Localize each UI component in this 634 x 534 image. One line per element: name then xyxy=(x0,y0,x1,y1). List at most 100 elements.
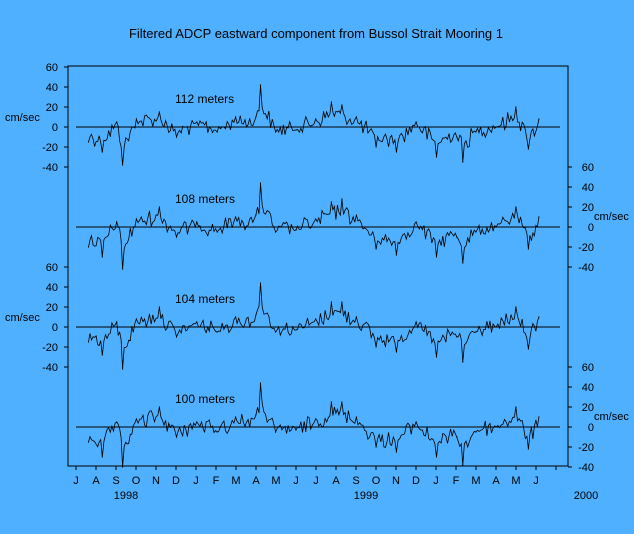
x-year-label: 1998 xyxy=(114,490,138,502)
data-point xyxy=(101,354,103,356)
x-tick-label: D xyxy=(172,475,180,487)
data-point xyxy=(295,429,297,431)
data-point xyxy=(315,318,317,320)
series-line xyxy=(88,84,540,166)
data-point xyxy=(216,131,218,133)
data-point xyxy=(456,136,458,138)
series-label: 108 meters xyxy=(175,192,235,206)
data-point xyxy=(295,129,297,131)
data-point xyxy=(515,206,517,208)
data-point xyxy=(235,216,237,218)
series-panel: 60 40 20 0 -20 -40 cm/sec 100 meters xyxy=(76,362,629,474)
y-tick-label: -20 xyxy=(578,242,594,254)
data-point xyxy=(175,336,178,338)
data-point xyxy=(395,151,397,153)
data-point xyxy=(527,348,530,350)
data-point xyxy=(216,431,218,433)
y-tick-label: 40 xyxy=(46,282,58,294)
data-point xyxy=(196,421,198,423)
data-point xyxy=(87,441,90,443)
data-point xyxy=(135,318,137,320)
data-point xyxy=(295,329,297,331)
data-point xyxy=(475,131,477,133)
data-point xyxy=(395,351,397,353)
data-point xyxy=(122,368,124,370)
x-tick-label: J xyxy=(433,475,439,487)
data-point xyxy=(495,426,497,428)
x-tick-label: J xyxy=(193,475,199,487)
data-point xyxy=(495,126,497,128)
data-point xyxy=(216,331,218,333)
y-tick-label: 60 xyxy=(46,62,58,74)
x-tick-label: F xyxy=(213,475,220,487)
data-point xyxy=(355,316,357,318)
data-point xyxy=(495,326,497,328)
data-point xyxy=(135,218,137,220)
data-point xyxy=(116,121,118,123)
data-point xyxy=(415,221,417,223)
y-unit-label: cm/sec xyxy=(594,411,629,423)
y-tick-label: 0 xyxy=(52,322,58,334)
data-point xyxy=(527,248,530,250)
data-point xyxy=(255,414,257,416)
data-point xyxy=(330,301,332,303)
data-point xyxy=(456,336,458,338)
data-point xyxy=(196,221,198,223)
data-point xyxy=(538,216,540,218)
y-tick-label: 60 xyxy=(46,262,58,274)
data-point xyxy=(456,436,458,438)
data-point xyxy=(435,356,438,358)
x-tick-label: J xyxy=(73,475,79,487)
data-point xyxy=(330,101,332,103)
data-point xyxy=(175,236,178,238)
data-point xyxy=(116,321,118,323)
data-point xyxy=(158,406,160,408)
data-point xyxy=(315,418,317,420)
y-tick-label: -20 xyxy=(578,442,594,454)
y-tick-label: -40 xyxy=(42,162,58,174)
x-tick-label: A xyxy=(492,475,500,487)
y-tick-label: -40 xyxy=(578,262,594,274)
data-point xyxy=(275,431,277,433)
data-point xyxy=(355,116,357,118)
data-point xyxy=(87,246,90,248)
data-point xyxy=(527,148,530,150)
data-point xyxy=(435,456,438,458)
x-tick-label: N xyxy=(392,475,400,487)
data-point xyxy=(315,118,317,120)
data-point xyxy=(515,106,517,108)
y-tick-label: 0 xyxy=(588,222,594,234)
data-point xyxy=(295,229,297,231)
series-line xyxy=(88,182,540,270)
series-panel: 60 40 20 0 -20 -40 cm/sec 108 meters xyxy=(76,162,629,274)
data-point xyxy=(415,321,417,323)
data-point xyxy=(475,431,477,433)
data-point xyxy=(375,248,377,250)
data-point xyxy=(101,456,103,458)
data-point xyxy=(456,236,458,238)
data-point xyxy=(415,121,417,123)
data-point xyxy=(275,131,277,133)
data-point xyxy=(395,254,397,256)
data-point xyxy=(330,401,332,403)
data-point xyxy=(315,218,317,220)
data-point xyxy=(435,256,438,258)
data-point xyxy=(341,198,343,200)
data-point xyxy=(395,451,397,453)
x-tick-label: N xyxy=(152,475,160,487)
data-point xyxy=(175,136,178,138)
y-tick-label: 40 xyxy=(46,82,58,94)
chart-title: Filtered ADCP eastward component from Bu… xyxy=(129,26,503,41)
data-point xyxy=(122,268,124,270)
data-point xyxy=(235,316,237,318)
x-tick-label: A xyxy=(252,475,260,487)
series-line xyxy=(88,382,540,468)
x-tick-label: O xyxy=(372,475,381,487)
data-point xyxy=(538,416,540,418)
plot-frame xyxy=(67,65,569,467)
data-point xyxy=(515,306,517,308)
data-point xyxy=(538,316,540,318)
y-tick-label: -20 xyxy=(42,342,58,354)
data-point xyxy=(330,201,332,203)
